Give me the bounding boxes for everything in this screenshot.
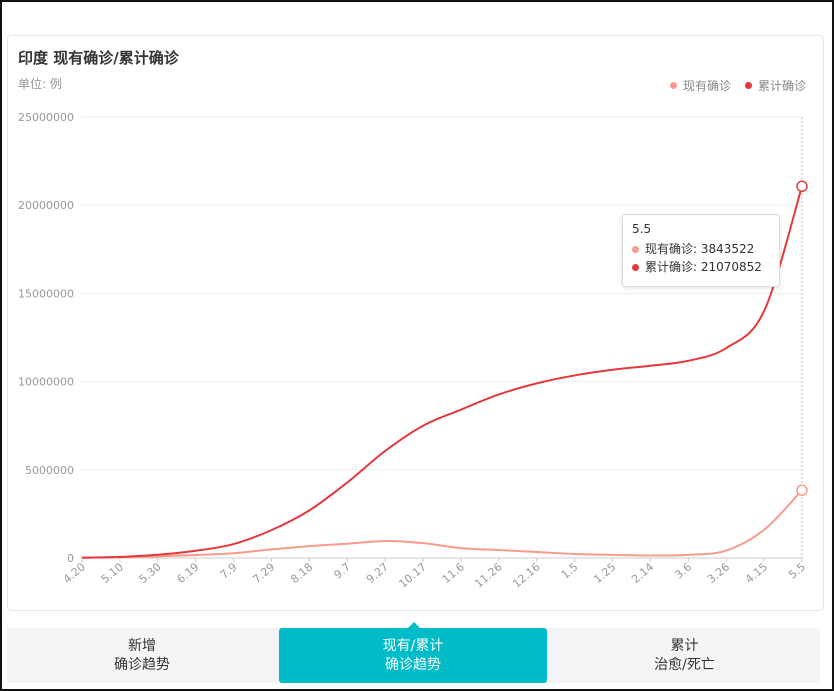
unit-label: 单位: 例 xyxy=(18,77,62,91)
x-tick-label-1: 5.10 xyxy=(99,560,126,586)
tooltip-date: 5.5 xyxy=(632,222,652,236)
tooltip-row-cumulative: 累计确诊: 21070852 xyxy=(632,258,770,276)
x-tick-label-7: 9.7 xyxy=(331,560,353,581)
tab-recovered-deaths[interactable]: 累计 治愈/死亡 xyxy=(549,628,820,683)
tab-new-line1: 新增 xyxy=(128,637,156,654)
x-tick-label-3: 6.19 xyxy=(174,560,201,586)
x-tick-label-10: 11.6 xyxy=(440,560,467,586)
tooltip-row-current: 现有确诊: 3843522 xyxy=(632,240,770,258)
series-line-1 xyxy=(81,186,803,559)
x-tick-label-5: 7.29 xyxy=(250,560,277,586)
chart-title: 印度 现有确诊/累计确诊 xyxy=(18,49,179,67)
legend-dot-cumulative xyxy=(744,82,752,89)
x-tick-label-14: 1.25 xyxy=(591,560,618,586)
x-tick-label-19: 5.5 xyxy=(786,560,808,581)
y-tick-label-3: 15000000 xyxy=(18,287,74,300)
tab-current-line2: 确诊趋势 xyxy=(385,656,441,673)
tab-new-confirmed[interactable]: 新增 确诊趋势 xyxy=(7,628,277,683)
series-line-0 xyxy=(81,489,803,559)
x-tick-label-16: 3.6 xyxy=(672,560,694,581)
x-tick-label-15: 2.14 xyxy=(629,560,656,586)
legend-item-current[interactable]: 现有确诊 xyxy=(669,77,731,94)
x-tick-label-17: 3.26 xyxy=(705,560,732,586)
x-tick-label-0: 4.20 xyxy=(61,560,88,586)
y-tick-label-1: 5000000 xyxy=(25,464,74,477)
x-tick-label-18: 4.15 xyxy=(743,560,770,586)
legend-label-cumulative: 累计确诊 xyxy=(757,79,806,93)
y-tick-label-2: 10000000 xyxy=(18,376,74,389)
y-tick-label-0: 0 xyxy=(67,552,74,565)
legend-dot-current xyxy=(669,82,677,89)
y-tick-label-4: 20000000 xyxy=(18,199,74,212)
tooltip-text-current: 现有确诊: 3843522 xyxy=(645,242,755,256)
tab-new-line2: 确诊趋势 xyxy=(114,656,170,673)
x-tick-label-8: 9.27 xyxy=(364,560,391,586)
x-tick-label-6: 8.18 xyxy=(288,560,315,586)
legend-item-cumulative[interactable]: 累计确诊 xyxy=(744,77,806,94)
chart-card xyxy=(7,35,824,611)
tooltip-dot-current xyxy=(632,245,639,253)
tooltip-text-cumulative: 累计确诊: 21070852 xyxy=(645,260,762,274)
line-chart[interactable]: 0 5000000 10000000 15000000 20000000 25000000… xyxy=(0,0,834,620)
active-tab-caret xyxy=(408,622,420,628)
x-tick-label-11: 11.26 xyxy=(472,560,504,590)
tab-recovered-line1: 累计 xyxy=(670,637,699,654)
tab-bar: 新增 确诊趋势 现有/累计 确诊趋势 累计 治愈/死亡 xyxy=(7,628,820,683)
y-tick-label-5: 25000000 xyxy=(18,111,74,124)
tab-recovered-line2: 治愈/死亡 xyxy=(654,656,715,673)
x-tick-label-4: 7.9 xyxy=(218,560,240,581)
chart-tooltip: 5.5 现有确诊: 3843522 累计确诊: 21070852 xyxy=(622,214,780,287)
series-1-point-19 xyxy=(796,180,808,193)
x-tick-label-9: 10.17 xyxy=(396,560,428,590)
legend-label-current: 现有确诊 xyxy=(682,79,731,93)
x-tick-label-12: 12.16 xyxy=(510,560,542,590)
x-tick-label-2: 5.30 xyxy=(137,560,164,586)
legend: 现有确诊 累计确诊 xyxy=(669,77,806,94)
x-tick-label-13: 1.5 xyxy=(559,560,581,581)
tab-current-line1: 现有/累计 xyxy=(382,637,444,654)
tooltip-dot-cumulative xyxy=(632,263,639,271)
series-0-point-19 xyxy=(796,484,808,496)
tab-current-cumulative[interactable]: 现有/累计 确诊趋势 xyxy=(279,628,547,683)
